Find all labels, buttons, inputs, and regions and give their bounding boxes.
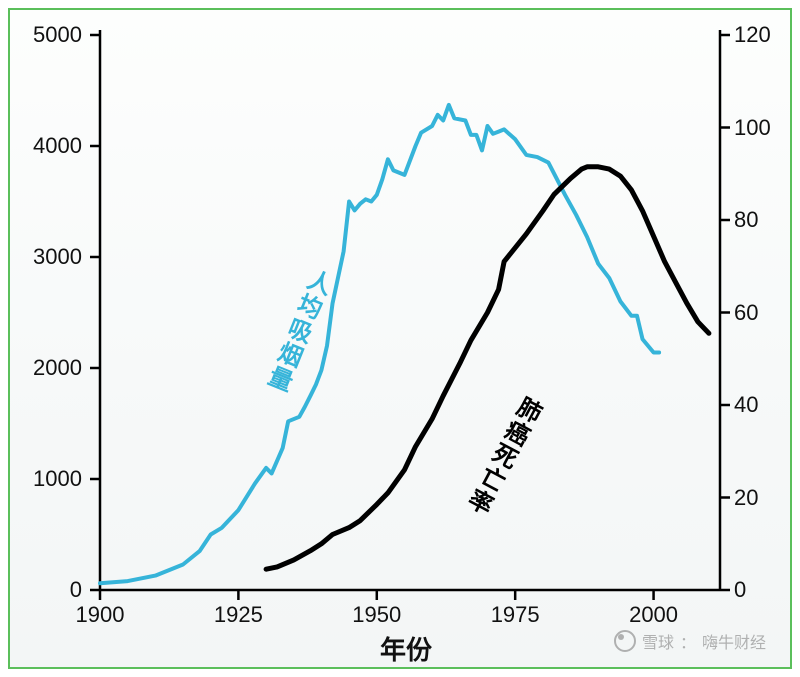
y-left-tick: 0 [70, 577, 82, 603]
x-tick: 1925 [208, 602, 268, 628]
y-right-tick: 0 [734, 577, 746, 603]
y-left-tick: 1000 [33, 466, 82, 492]
snowball-icon [614, 630, 636, 652]
separator: ： [680, 629, 696, 653]
watermark-source: 嗨牛财经 [702, 629, 766, 653]
y-left-tick: 4000 [33, 133, 82, 159]
watermark-brand: 雪球 [642, 629, 674, 653]
watermark: 雪球 ： 嗨牛财经 [614, 629, 766, 653]
y-right-tick: 60 [734, 300, 758, 326]
y-right-tick: 120 [734, 22, 771, 48]
y-right-tick: 20 [734, 485, 758, 511]
x-tick: 1950 [347, 602, 407, 628]
x-axis-label: 年份 [380, 630, 432, 667]
x-tick: 2000 [624, 602, 684, 628]
y-left-tick: 2000 [33, 355, 82, 381]
y-right-tick: 100 [734, 115, 771, 141]
x-tick: 1975 [485, 602, 545, 628]
chart-frame: 0 1000 2000 3000 4000 5000 0 20 40 60 80 100 120 1900… [8, 8, 792, 669]
x-tick: 1900 [70, 602, 130, 628]
y-left-tick: 5000 [33, 22, 82, 48]
y-right-tick: 80 [734, 207, 758, 233]
y-left-tick: 3000 [33, 244, 82, 270]
y-right-tick: 40 [734, 392, 758, 418]
chart-plot [10, 10, 794, 671]
